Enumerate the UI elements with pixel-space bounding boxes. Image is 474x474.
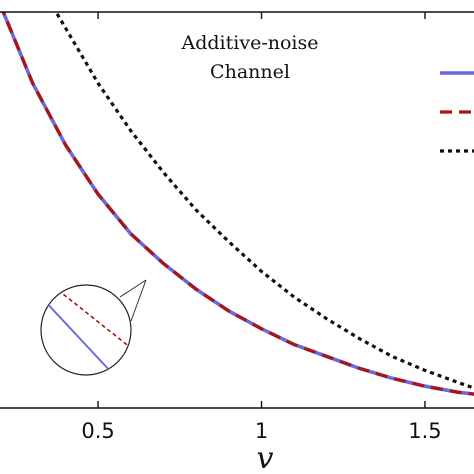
legend — [440, 71, 474, 153]
annotation-line-2: Channel — [210, 61, 290, 83]
series-line-dotted — [54, 12, 474, 390]
inset-connector-line — [119, 279, 147, 298]
inset-solid-line — [41, 297, 113, 374]
x-tick-label: 1 — [255, 419, 268, 443]
x-tick-label: 0.5 — [81, 419, 114, 443]
x-ticks: 0.5 1 1.5 — [81, 12, 442, 443]
inset-circle — [40, 284, 132, 376]
annotation-line-1: Additive-noise — [181, 32, 319, 54]
series-line-dashed — [1, 12, 474, 396]
inset-dashed-line — [57, 289, 131, 349]
x-axis-label: v — [257, 441, 274, 474]
zoom-inset — [40, 279, 147, 376]
x-tick-label: 1.5 — [408, 419, 441, 443]
inset-connector-line — [130, 279, 147, 322]
curves-layer — [1, 12, 474, 396]
